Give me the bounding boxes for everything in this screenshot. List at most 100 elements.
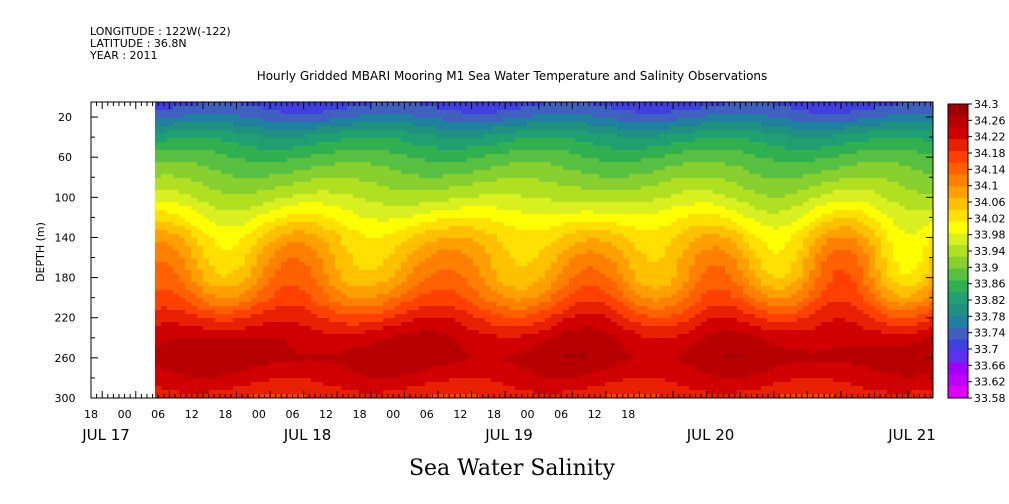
salinity-cell [443,282,450,287]
salinity-cell [365,350,372,355]
salinity-cell [293,302,300,307]
salinity-cell [341,162,348,167]
salinity-cell [371,334,378,339]
salinity-cell [239,262,246,267]
salinity-cell [383,126,390,131]
salinity-cell [293,314,300,319]
salinity-cell [545,118,552,123]
salinity-cell [449,190,456,195]
salinity-cell [425,326,432,331]
salinity-cell [383,194,390,199]
salinity-cell [251,234,258,239]
salinity-cell [365,262,372,267]
salinity-cell [431,238,438,243]
salinity-cell [455,338,462,343]
salinity-cell [287,254,294,259]
salinity-cell [335,158,342,163]
salinity-cell [479,210,486,215]
salinity-cell [347,334,354,339]
salinity-cell [161,310,168,315]
salinity-cell [389,354,396,359]
salinity-cell [371,254,378,259]
salinity-cell [365,390,372,395]
salinity-cell [431,342,438,347]
salinity-cell [281,354,288,359]
salinity-cell [203,290,210,295]
salinity-cell [239,390,246,395]
salinity-cell [443,262,450,267]
salinity-cell [371,330,378,335]
salinity-cell [221,366,228,371]
salinity-cell [467,294,474,299]
salinity-cell [275,126,282,131]
salinity-cell [305,162,312,167]
salinity-cell [167,238,174,243]
salinity-cell [431,314,438,319]
salinity-cell [557,190,564,195]
salinity-cell [371,386,378,391]
salinity-cell [305,282,312,287]
salinity-cell [521,354,528,359]
salinity-cell [299,166,306,171]
salinity-cell [359,362,366,367]
salinity-cell [311,334,318,339]
salinity-cell [383,150,390,155]
salinity-cell [413,306,420,311]
salinity-cell [335,310,342,315]
salinity-cell [197,394,204,399]
salinity-cell [353,386,360,391]
salinity-cell [479,178,486,183]
salinity-cell [431,374,438,379]
salinity-cell [161,274,168,279]
salinity-cell [269,230,276,235]
salinity-cell [317,374,324,379]
salinity-cell [359,370,366,375]
salinity-cell [299,322,306,327]
salinity-cell [341,114,348,119]
salinity-cell [173,226,180,231]
salinity-cell [263,310,270,315]
salinity-cell [497,366,504,371]
salinity-cell [551,266,558,271]
salinity-cell [269,134,276,139]
salinity-cell [161,214,168,219]
salinity-cell [425,278,432,283]
salinity-cell [491,286,498,291]
salinity-cell [371,282,378,287]
salinity-cell [389,198,396,203]
salinity-cell [317,258,324,263]
salinity-cell [527,218,534,223]
salinity-cell [395,302,402,307]
salinity-cell [215,166,222,171]
salinity-cell [497,286,504,291]
salinity-cell [479,194,486,199]
salinity-cell [359,106,366,111]
salinity-cell [263,366,270,371]
salinity-cell [335,394,342,399]
salinity-cell [431,278,438,283]
salinity-cell [431,242,438,247]
salinity-cell [455,390,462,395]
salinity-cell [329,326,336,331]
salinity-cell [509,198,516,203]
salinity-cell [281,134,288,139]
salinity-cell [401,174,408,179]
salinity-cell [335,242,342,247]
salinity-cell [527,254,534,259]
salinity-cell [275,206,282,211]
salinity-cell [509,102,516,107]
salinity-cell [161,334,168,339]
salinity-cell [461,166,468,171]
salinity-cell [377,382,384,387]
salinity-cell [401,234,408,239]
salinity-cell [509,330,516,335]
salinity-cell [281,378,288,383]
salinity-cell [203,390,210,395]
salinity-cell [389,330,396,335]
salinity-cell [557,214,564,219]
salinity-cell [407,330,414,335]
salinity-cell [227,346,234,351]
salinity-cell [383,190,390,195]
salinity-cell [527,114,534,119]
salinity-cell [209,182,216,187]
